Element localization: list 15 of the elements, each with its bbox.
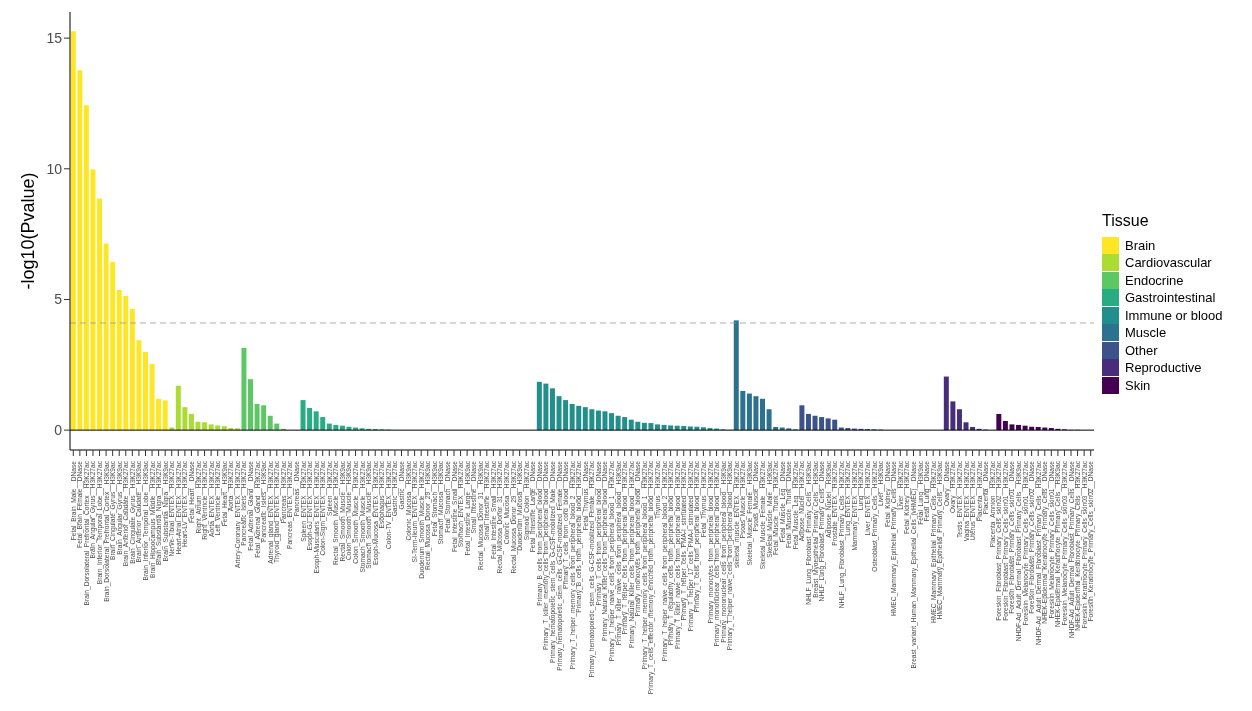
legend-title: Tissue	[1102, 212, 1150, 231]
legend-label: Brain	[1125, 237, 1156, 253]
legend-label: Reproductive	[1125, 360, 1202, 375]
legend-label: Endocrine	[1125, 272, 1184, 288]
y-tick-label: 10	[46, 160, 63, 177]
legend-label: Other	[1125, 342, 1158, 358]
legend-label: Cardiovascular	[1125, 255, 1212, 270]
legend-label: Muscle	[1125, 325, 1167, 340]
legend-label: Immune or blood	[1125, 307, 1223, 323]
y-tick-label: 15	[46, 30, 63, 47]
legend-label: Gastrointestinal	[1125, 290, 1216, 305]
y-axis-title: -log10(Pvalue)	[18, 172, 39, 290]
legend-label: Skin	[1125, 377, 1151, 393]
y-tick-label: 5	[54, 291, 63, 308]
y-tick-label: 0	[54, 422, 63, 439]
